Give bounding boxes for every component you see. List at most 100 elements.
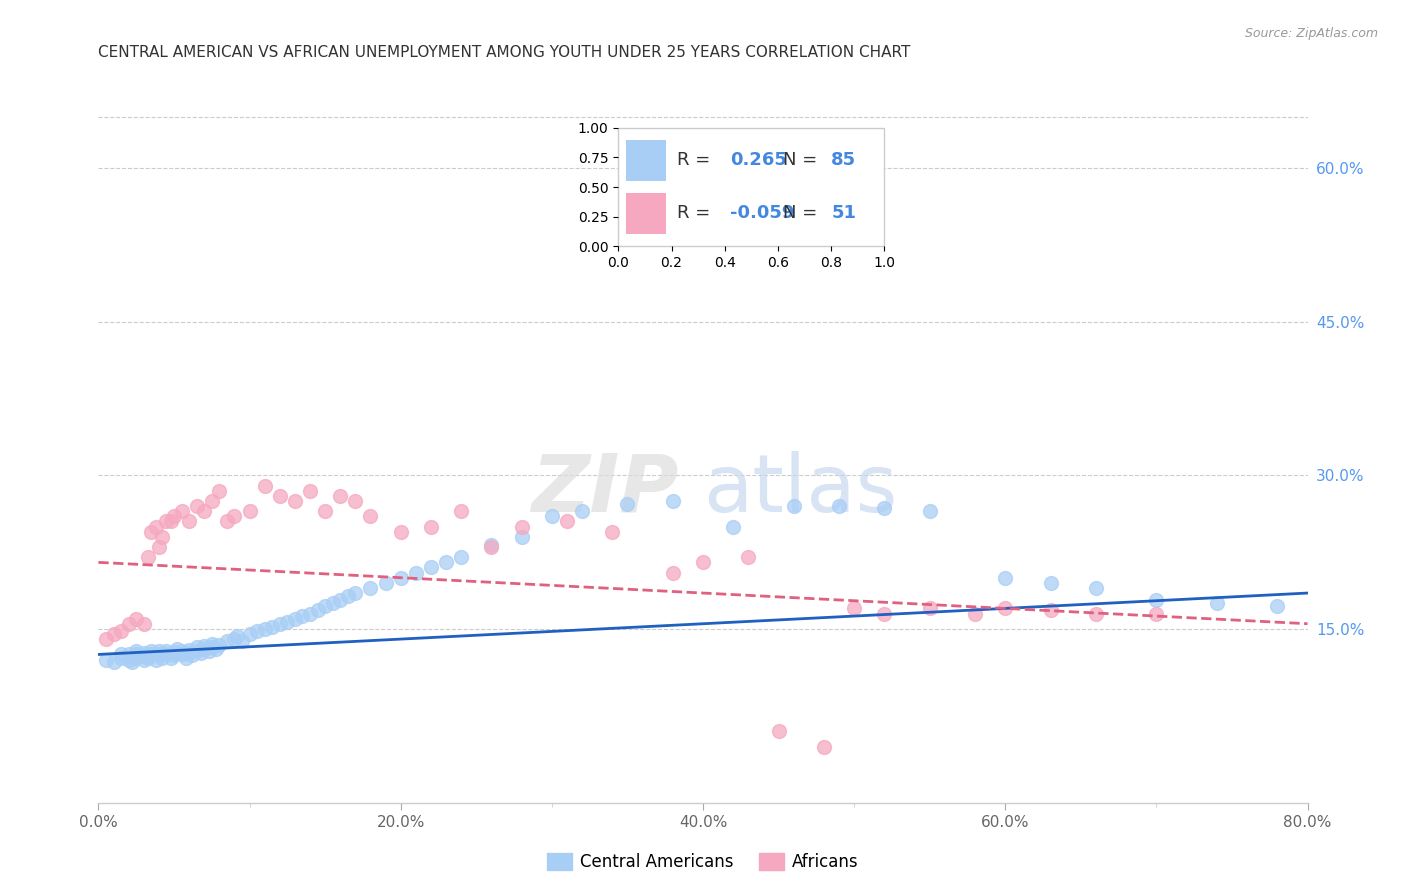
Point — [420, 560, 443, 574]
Point — [215, 634, 238, 648]
Point — [103, 627, 125, 641]
Point — [118, 616, 141, 631]
Point — [110, 624, 132, 638]
Point — [136, 650, 159, 665]
Point — [148, 644, 170, 658]
Point — [291, 608, 314, 623]
Point — [103, 655, 125, 669]
Point — [299, 607, 322, 621]
Point — [110, 648, 132, 662]
Point — [160, 515, 183, 529]
Point — [174, 650, 197, 665]
Point — [1039, 603, 1062, 617]
Text: N =: N = — [783, 151, 824, 169]
Text: R =: R = — [676, 204, 716, 222]
Point — [253, 622, 276, 636]
Point — [118, 652, 141, 666]
Point — [205, 642, 228, 657]
Point — [360, 509, 382, 524]
Point — [307, 603, 329, 617]
Point — [125, 648, 148, 662]
Text: 51: 51 — [831, 204, 856, 222]
Point — [616, 497, 638, 511]
Point — [662, 566, 685, 580]
Point — [555, 515, 578, 529]
Point — [155, 648, 177, 662]
Point — [322, 596, 344, 610]
Point — [284, 494, 307, 508]
Point — [262, 620, 284, 634]
Text: atlas: atlas — [703, 450, 897, 529]
Text: -0.059: -0.059 — [730, 204, 794, 222]
Point — [155, 515, 177, 529]
Point — [737, 550, 759, 565]
Point — [1144, 593, 1167, 607]
Bar — [626, 193, 666, 235]
Point — [844, 601, 866, 615]
Point — [336, 589, 359, 603]
Point — [239, 627, 262, 641]
Text: N =: N = — [783, 204, 824, 222]
Point — [132, 649, 155, 664]
Point — [1085, 581, 1108, 595]
Point — [155, 644, 177, 658]
Point — [166, 642, 188, 657]
Point — [602, 524, 624, 539]
Text: CENTRAL AMERICAN VS AFRICAN UNEMPLOYMENT AMONG YOUTH UNDER 25 YEARS CORRELATION : CENTRAL AMERICAN VS AFRICAN UNEMPLOYMENT… — [98, 45, 911, 60]
Point — [141, 644, 163, 658]
Point — [768, 724, 790, 739]
Point — [150, 650, 173, 665]
Point — [208, 638, 231, 652]
Point — [828, 499, 851, 513]
Point — [132, 616, 155, 631]
Point — [201, 640, 224, 655]
Point — [145, 519, 167, 533]
Legend: Central Americans, Africans: Central Americans, Africans — [540, 847, 866, 878]
Point — [193, 504, 215, 518]
Point — [299, 483, 322, 498]
Point — [186, 640, 208, 655]
Point — [110, 650, 132, 665]
Point — [994, 601, 1017, 615]
Point — [226, 629, 249, 643]
Point — [783, 499, 806, 513]
Point — [215, 515, 238, 529]
Text: 85: 85 — [831, 151, 856, 169]
Point — [208, 483, 231, 498]
Point — [239, 504, 262, 518]
Point — [510, 530, 533, 544]
Point — [193, 639, 215, 653]
Point — [125, 644, 148, 658]
Point — [160, 650, 183, 665]
Point — [344, 494, 367, 508]
Point — [150, 530, 173, 544]
Point — [918, 504, 941, 518]
Point — [148, 540, 170, 554]
Point — [284, 612, 307, 626]
Point — [329, 593, 352, 607]
Point — [246, 624, 269, 638]
Point — [571, 504, 593, 518]
Point — [374, 575, 396, 590]
Text: Source: ZipAtlas.com: Source: ZipAtlas.com — [1244, 27, 1378, 40]
Point — [389, 524, 412, 539]
Point — [314, 599, 336, 614]
Point — [481, 538, 503, 552]
Point — [94, 632, 117, 646]
Point — [253, 478, 276, 492]
Point — [170, 504, 193, 518]
Point — [179, 647, 201, 661]
Point — [873, 607, 896, 621]
Point — [269, 616, 291, 631]
Point — [1085, 607, 1108, 621]
Point — [481, 540, 503, 554]
Point — [965, 607, 987, 621]
Point — [179, 515, 201, 529]
Point — [201, 637, 224, 651]
Point — [329, 489, 352, 503]
Text: 0.265: 0.265 — [730, 151, 787, 169]
Point — [510, 519, 533, 533]
Point — [723, 519, 745, 533]
Point — [136, 550, 159, 565]
Point — [125, 612, 148, 626]
